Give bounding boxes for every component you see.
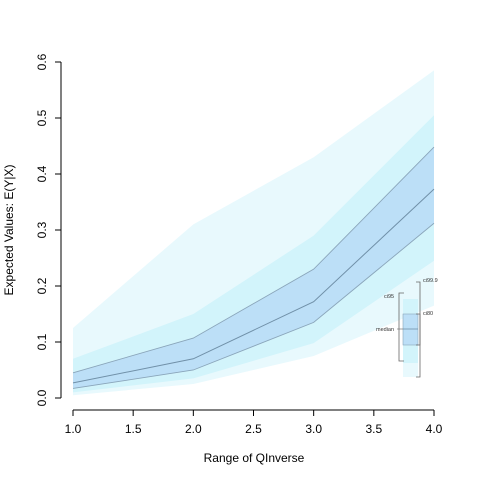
- y-tick-label: 0.5: [35, 109, 49, 126]
- legend-label-ci95: ci95: [384, 294, 394, 300]
- legend-label-ci80: ci80: [423, 311, 433, 317]
- legend-label-ci999: ci99.9: [423, 278, 438, 284]
- confidence-bands: [72, 70, 435, 396]
- x-tick-label: 1.0: [65, 422, 82, 436]
- x-tick-label: 4.0: [426, 422, 443, 436]
- y-tick-label: 0.2: [35, 277, 49, 294]
- legend-bracket-ci80: [416, 313, 421, 346]
- band-ci80-lower-edge: [72, 222, 435, 389]
- y-tick-label: 0.3: [35, 221, 49, 238]
- y-tick-label: 0.0: [35, 389, 49, 406]
- x-tick-label: 3.0: [305, 422, 322, 436]
- y-tick-label: 0.1: [35, 333, 49, 350]
- y-axis: 0.0 0.1 0.2 0.3 0.4 0.5 0.6: [35, 53, 62, 406]
- x-tick-label: 3.5: [365, 422, 382, 436]
- band-ci80: [73, 147, 434, 389]
- legend: ci99.9 ci95 ci80 median: [376, 278, 438, 378]
- y-axis-title: Expected Values: E(Y|X): [2, 165, 16, 296]
- band-ci80-upper-edge: [72, 146, 435, 374]
- x-axis: 1.0 1.5 2.0 2.5 3.0 3.5 4.0: [65, 409, 443, 436]
- median-line: [72, 188, 435, 384]
- y-tick-label: 0.6: [35, 53, 49, 70]
- median-layer: [72, 188, 435, 384]
- x-tick-label: 2.0: [185, 422, 202, 436]
- legend-box-ci80: [402, 313, 419, 346]
- x-axis-title: Range of QInverse: [204, 451, 305, 465]
- x-tick-label: 2.5: [245, 422, 262, 436]
- y-tick-label: 0.4: [35, 165, 49, 182]
- x-tick-label: 1.5: [125, 422, 142, 436]
- legend-label-median: median: [376, 327, 394, 333]
- legend-bracket-ci95: [398, 292, 404, 362]
